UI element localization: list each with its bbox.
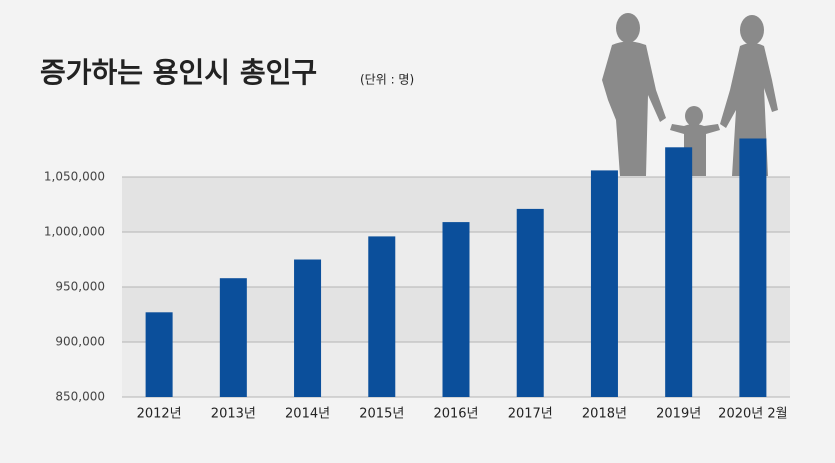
bar	[294, 259, 322, 397]
y-tick-label: 850,000	[55, 390, 105, 404]
chart-title: 증가하는 용인시 총인구	[40, 56, 317, 89]
x-tick-label: 2012년	[137, 407, 182, 422]
bar	[665, 147, 693, 397]
x-tick-label: 2017년	[508, 407, 553, 422]
x-tick-label: 2016년	[433, 407, 478, 422]
bar	[145, 312, 173, 397]
x-tick-label: 2014년	[285, 407, 330, 422]
y-tick-label: 1,000,000	[44, 225, 105, 239]
x-tick-label: 2019년	[656, 407, 701, 422]
bar	[739, 138, 767, 397]
bar	[442, 222, 470, 397]
y-tick-label: 1,050,000	[44, 170, 105, 184]
y-tick-label: 900,000	[55, 335, 105, 349]
x-tick-label: 2018년	[582, 407, 627, 422]
bar	[368, 236, 396, 397]
x-tick-label: 2020년 2월	[718, 407, 787, 422]
bar	[219, 278, 247, 397]
x-tick-label: 2015년	[359, 407, 404, 422]
bar	[516, 208, 544, 397]
x-tick-label: 2013년	[211, 407, 256, 422]
chart-subtitle: (단위 : 명)	[360, 73, 414, 87]
bar	[590, 170, 618, 397]
y-tick-label: 950,000	[55, 280, 105, 294]
